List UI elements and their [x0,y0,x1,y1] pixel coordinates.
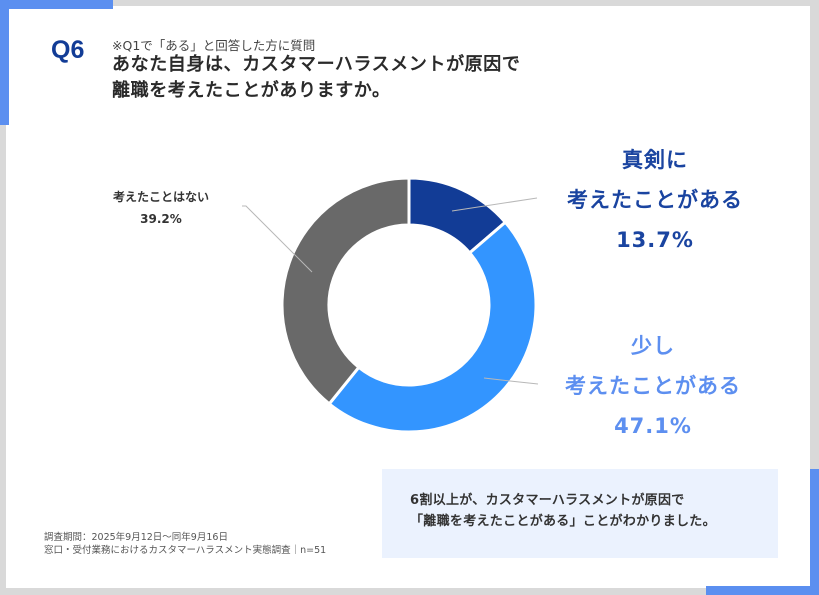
label-seriously-considered-line-1: 真剣に [622,148,688,172]
label-seriously-considered-line-2: 考えたことがある [567,188,743,212]
summary-line-1: 6割以上が、カスタマーハラスメントが原因で [410,493,685,508]
label-never-considered-value: 39.2% [140,212,182,226]
label-slightly-considered-line-2: 考えたことがある [565,374,741,398]
leader-line-serious [451,197,538,212]
footnote: 調査期間：2025年9月12日～同年9月16日 窓口・受付業務におけるカスタマー… [44,531,326,557]
question-number: Q6 [51,36,85,64]
question-title-line-2: 離職を考えたことがありますか。 [112,80,391,101]
label-seriously-considered-value: 13.7% [616,228,694,252]
question-note: ※Q1で「ある」と回答した方に質問 [112,38,316,53]
slide-shadow [0,588,819,595]
leader-line-none [242,205,313,273]
accent-bar-right [810,469,819,595]
leader-line-little [483,377,539,385]
accent-bar-left [0,0,9,125]
leader-lines [242,197,539,385]
label-never-considered-text: 考えたことはない [112,190,209,204]
survey-source: 窓口・受付業務におけるカスタマーハラスメント実態調査｜n=51 [44,545,327,556]
survey-period: 調査期間：2025年9月12日～同年9月16日 [44,532,228,543]
donut-slice-never [280,176,411,406]
accent-bar-top-left [0,0,113,9]
label-seriously-considered: 真剣に 考えたことがある 13.7% [550,140,760,260]
donut-slices [280,176,538,434]
summary-box: 6割以上が、カスタマーハラスメントが原因で 「離職を考えたことがある」ことがわか… [382,469,778,558]
question-title-line-1: あなた自身は、カスタマーハラスメントが原因で [112,54,521,75]
label-slightly-considered-line-1: 少し [631,334,675,358]
question-title: あなた自身は、カスタマーハラスメントが原因で 離職を考えたことがありますか。 [112,52,520,104]
summary-text: 6割以上が、カスタマーハラスメントが原因で 「離職を考えたことがある」ことがわか… [410,490,716,532]
label-never-considered: 考えたことはない 39.2% [96,186,226,230]
label-slightly-considered: 少し 考えたことがある 47.1% [548,326,758,446]
summary-line-2: 「離職を考えたことがある」ことがわかりました。 [410,514,716,529]
donut-slice-slightly [327,220,538,434]
accent-bar-bottom-right [706,586,812,595]
label-slightly-considered-value: 47.1% [614,414,692,438]
